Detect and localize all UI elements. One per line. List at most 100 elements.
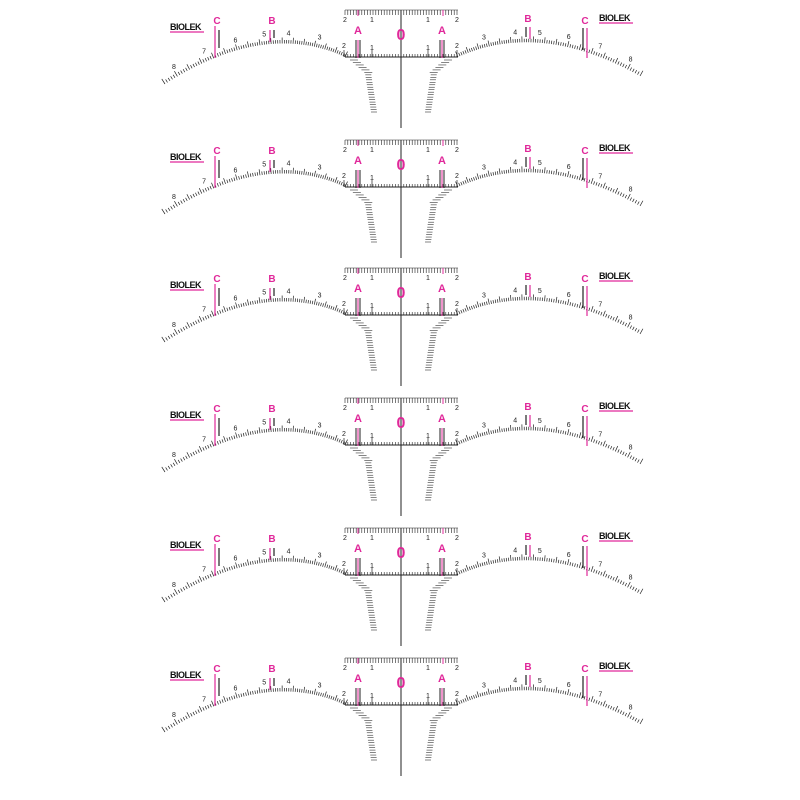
arc-tick [172,204,176,209]
arc-tick [605,573,608,578]
arc-tick [254,172,256,177]
arc-tick [161,336,166,343]
arc-tick [486,43,488,47]
arc-tick [624,194,627,199]
arc-tick [569,302,572,306]
arc-tick [185,715,188,720]
arc-tick [182,586,186,591]
arc-tick [256,430,259,434]
arc-tick [238,304,240,308]
arc-tick [228,436,231,441]
arc-tick [307,559,309,564]
arc-tick [195,320,198,325]
arc-tick [464,180,467,184]
arc-tick [235,432,238,439]
arc-tick [458,700,461,705]
arc-tick [313,428,316,435]
arc-tick [330,565,333,570]
arc-tick [219,52,222,56]
arc-tick [583,436,586,440]
arc-tick [226,179,229,184]
arc-tick [195,62,198,67]
outer-mark-label: C [581,664,588,675]
arc-tick [583,566,586,570]
arc-tick [165,597,168,601]
arc-tick [254,690,256,695]
center-zero-label: 0 [397,675,406,692]
arc-tick [311,560,314,565]
arc-tick [219,440,222,444]
arc-tick [240,303,243,308]
arc-tick [326,434,329,439]
arc-tick [177,589,181,594]
arc-tick [223,178,226,184]
arc-tick [226,567,229,572]
arc-tick [307,41,309,46]
top-scale-label: 2 [455,405,459,412]
arc-label: 6 [567,292,571,299]
arc-tick [622,321,625,326]
arc-tick [344,181,348,188]
arc-tick [316,173,318,178]
arc-tick [174,459,178,465]
arc-tick [174,201,178,207]
arc-tick [560,42,562,46]
arc-label: 3 [482,34,486,41]
base-scale-label: 2 [342,691,346,698]
arc-tick [597,701,600,705]
arc-tick [231,566,233,570]
arc-tick [336,698,339,702]
arc-tick [595,440,598,444]
arc-tick [468,436,471,441]
arc-tick [593,181,596,185]
arc-tick [221,51,224,55]
arc-tick [328,565,331,569]
arc-tick [172,462,176,467]
arc-tick [481,432,484,437]
base-scale-label: 2 [342,173,346,180]
arc-tick [190,195,193,199]
arc-tick [629,585,632,589]
arc-label: 3 [482,682,486,689]
base-scale-label: 1 [426,433,430,440]
arc-tick [571,562,574,567]
arc-tick [574,433,576,437]
arc-tick [256,172,259,176]
arc-tick [238,564,240,568]
arc-tick [614,315,619,322]
arc-tick [627,581,631,588]
arc-tick [305,559,307,564]
arc-tick [320,432,322,437]
arc-tick [629,325,632,329]
arc-label: 3 [318,423,322,430]
arc-tick [564,43,567,47]
arc-tick [498,168,501,175]
arc-tick [192,451,195,456]
arc-tick [590,306,594,312]
arc-tick [258,297,261,304]
arc-tick [332,696,335,701]
arc-tick [578,302,582,309]
biolek-logo: BIOLEK [170,670,202,680]
arc-tick [216,53,219,57]
arc-tick [479,175,482,179]
arc-tick [602,52,606,59]
arc-tick [490,42,492,46]
arc-tick [235,692,238,699]
arc-tick [510,294,512,301]
base-scale-label: 1 [370,303,374,310]
arc-tick [595,570,598,574]
arc-tick [576,175,579,180]
arc-tick [597,53,600,57]
arc-tick [458,182,461,187]
outer-mark-label: C [213,534,220,545]
arc-tick [233,177,236,181]
arc-tick [198,705,203,712]
arc-tick [595,700,598,704]
arc-tick [235,302,238,309]
arc-tick [600,53,603,58]
arc-tick [569,44,572,48]
center-zero-label: 0 [397,415,406,432]
